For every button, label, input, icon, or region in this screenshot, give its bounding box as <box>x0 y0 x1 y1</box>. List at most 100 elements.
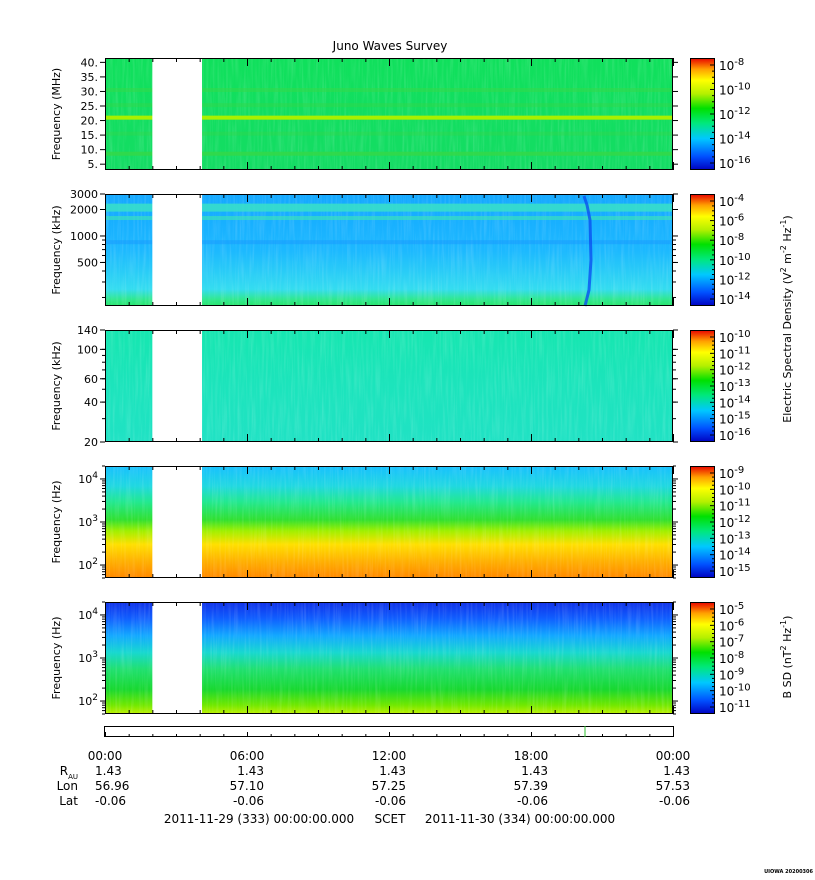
ephemeris-value-3-4: -0.06 <box>517 794 548 808</box>
colorbar-tick-5-7: 10-11 <box>719 699 751 715</box>
colorbar-tick-3-2: 10-11 <box>719 345 751 361</box>
ephemeris-value-3-2: -0.06 <box>233 794 264 808</box>
emission-band-4 <box>105 131 673 136</box>
x-tick-label-3: 12:00 <box>372 749 407 763</box>
x-tick-label-4: 18:00 <box>514 749 549 763</box>
y-axis-label-5: Frequency (Hz) <box>50 617 63 700</box>
x-tick-label-1: 00:00 <box>88 749 123 763</box>
ephemeris-value-3-1: -0.06 <box>95 794 126 808</box>
y-tick-label-3-4: 100 <box>77 343 98 356</box>
colorbar-tick-5-6: 10-10 <box>719 683 751 699</box>
footer-start-time: 2011-11-29 (333) 00:00:00.000 <box>164 812 354 826</box>
y-tick-label-3-5: 140 <box>77 324 98 337</box>
y-axis-label-3: Frequency (kHz) <box>50 341 63 430</box>
colorbar-tick-5-4: 10-8 <box>719 650 744 666</box>
ephemeris-label-lon: Lon <box>57 779 78 793</box>
data-gap <box>152 194 203 306</box>
ephemeris-value-2-4: 57.39 <box>514 779 548 793</box>
panel-2: 500 1000 2000 3000 Frequency (kHz) 10-4 10-6 10… <box>50 188 751 307</box>
time-axis: 00:00 06:00 12:00 18:00 00:00 <box>88 732 690 763</box>
y-tick-label-2-2: 1000 <box>70 230 98 243</box>
data-gap <box>152 602 203 714</box>
colorbar-tick-2-4: 10-10 <box>719 252 751 268</box>
colorbar-tick-3-6: 10-15 <box>719 411 751 427</box>
y-tick-label-4-2: 103 <box>78 514 98 529</box>
colorbar-tick-3-5: 10-14 <box>719 394 751 410</box>
emission-band-3 <box>105 240 673 245</box>
colorbar-tick-2-1: 10-4 <box>719 193 744 209</box>
colorbar-tick-4-1: 10-9 <box>719 465 744 481</box>
emission-band-1 <box>105 203 673 212</box>
x-tick-label-2: 06:00 <box>230 749 265 763</box>
emission-band-2 <box>105 216 673 221</box>
colorbar-tick-2-5: 10-12 <box>719 271 751 287</box>
ephemeris-value-2-2: 57.10 <box>230 779 264 793</box>
y-tick-label-1-4: 20. <box>81 115 99 128</box>
data-gap <box>152 466 203 578</box>
burst-feature <box>582 195 593 307</box>
footer-scet: SCET <box>375 812 407 826</box>
chart-title: Juno Waves Survey <box>332 39 448 53</box>
y-tick-label-2-4: 3000 <box>70 188 98 201</box>
panel-1: 5.10. 15.20. 25. 30.35. 40. Frequency (MHz) 10… <box>50 56 751 171</box>
ephemeris-value-2-3: 57.25 <box>372 779 406 793</box>
spectrogram-panels: 5.10. 15.20. 25. 30.35. 40. Frequency (MHz) 10… <box>50 56 751 715</box>
colorbar-tick-4-6: 10-14 <box>719 547 751 563</box>
y-tick-label-1-8: 40. <box>81 56 99 69</box>
y-axis-label-4: Frequency (Hz) <box>50 481 63 564</box>
y-tick-label-4-3: 104 <box>78 471 98 486</box>
uiowa-stamp: UIOWA 20200306 <box>764 869 813 875</box>
colorbar-tick-4-3: 10-11 <box>719 498 751 514</box>
y-axis-label-1: Frequency (MHz) <box>50 68 63 160</box>
ephemeris-value-1-5: 1.43 <box>663 764 690 778</box>
ephemeris-value-1-2: 1.43 <box>237 764 264 778</box>
colorbar-tick-2-3: 10-8 <box>719 232 744 248</box>
colorbar-label-magnetic: B SD (nT2 Hz-1) <box>779 616 794 699</box>
ephemeris-value-1-4: 1.43 <box>521 764 548 778</box>
colorbar-tick-1-4: 10-14 <box>719 131 751 147</box>
ephemeris-label-r: RAU <box>60 764 78 781</box>
y-tick-label-3-1: 20 <box>84 436 98 449</box>
colorbar-tick-3-7: 10-16 <box>719 427 751 443</box>
y-tick-label-3-2: 40 <box>84 396 98 409</box>
colorbar-tick-5-5: 10-9 <box>719 666 744 682</box>
emission-band-5 <box>105 151 673 156</box>
y-tick-label-1-2: 10. <box>81 144 99 157</box>
colorbar-tick-1-2: 10-10 <box>719 82 751 98</box>
colorbar-tick-3-4: 10-13 <box>719 378 751 394</box>
colorbar-label-electric: Electric Spectral Density (V2 m-2 Hz-1) <box>779 215 794 422</box>
colorbar-tick-4-7: 10-15 <box>719 563 751 579</box>
colorbar-tick-5-1: 10-5 <box>719 601 744 617</box>
ephemeris-value-1-3: 1.43 <box>379 764 406 778</box>
y-tick-label-5-2: 103 <box>78 650 98 665</box>
y-tick-label-4-1: 102 <box>78 557 98 572</box>
y-axis-label-2: Frequency (kHz) <box>50 205 63 294</box>
y-tick-label-3-3: 60 <box>84 373 98 386</box>
y-tick-label-1-3: 15. <box>81 129 99 142</box>
ephemeris-value-3-3: -0.06 <box>375 794 406 808</box>
colorbar-tick-2-6: 10-14 <box>719 291 751 307</box>
colorbar-tick-1-5: 10-16 <box>719 155 751 171</box>
colorbar-tick-1-1: 10-8 <box>719 57 744 73</box>
data-gap <box>152 330 203 442</box>
emission-band-1 <box>105 88 673 92</box>
ephemeris-value-2-5: 57.53 <box>656 779 690 793</box>
colorbar-tick-3-3: 10-12 <box>719 362 751 378</box>
y-tick-label-1-6: 30. <box>81 85 99 98</box>
data-gap <box>152 58 203 170</box>
colorbar-tick-1-3: 10-12 <box>719 106 751 122</box>
colorbar-tick-2-2: 10-6 <box>719 213 744 229</box>
colorbar-tick-5-3: 10-7 <box>719 634 744 650</box>
ephemeris-value-2-1: 56.96 <box>95 779 129 793</box>
y-tick-label-2-1: 500 <box>77 256 98 269</box>
colorbar-tick-5-2: 10-6 <box>719 617 744 633</box>
y-tick-label-2-3: 2000 <box>70 203 98 216</box>
emission-band-2 <box>105 103 673 108</box>
colorbar-2 <box>690 194 715 306</box>
ephemeris-label-lat: Lat <box>59 794 78 808</box>
